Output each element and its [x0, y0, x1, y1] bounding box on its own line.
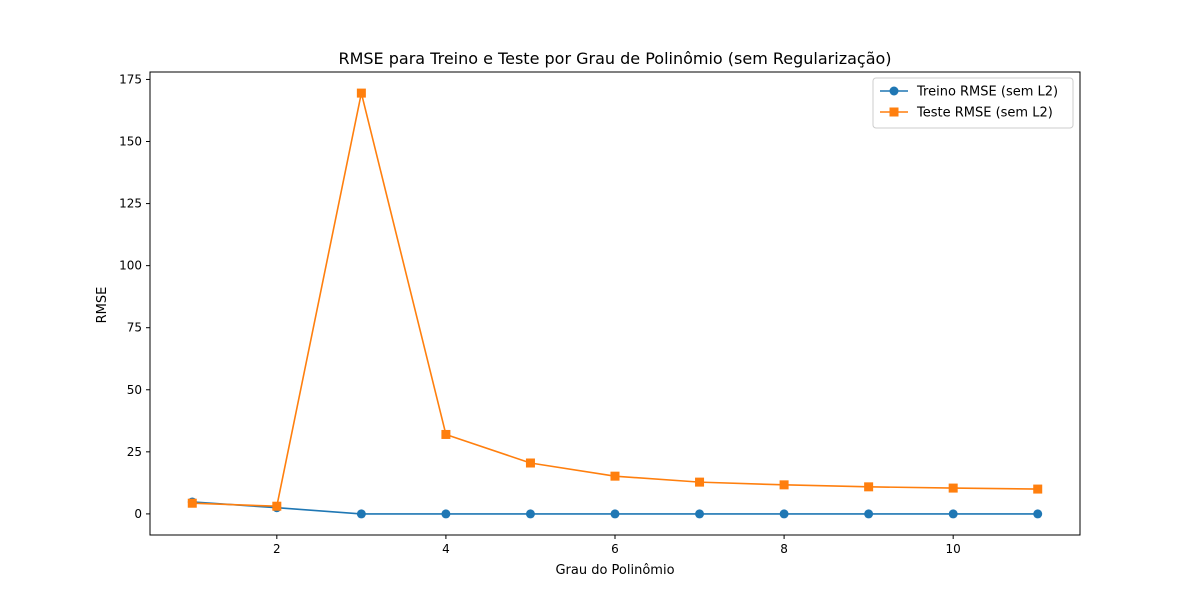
- data-point: [356, 509, 366, 519]
- x-axis: 2 4 6 8 10: [273, 535, 961, 556]
- data-point: [695, 509, 705, 519]
- data-point: [525, 458, 535, 468]
- y-tick-label: 175: [119, 72, 142, 86]
- x-tick-label: 6: [611, 542, 619, 556]
- y-tick-label: 125: [119, 197, 142, 211]
- data-point: [948, 509, 958, 519]
- data-point: [779, 509, 789, 519]
- y-tick-label: 150: [119, 135, 142, 149]
- data-point: [948, 483, 958, 493]
- legend-label: Treino RMSE (sem L2): [916, 85, 1058, 100]
- y-axis-label: RMSE: [95, 287, 110, 324]
- data-point: [695, 477, 705, 487]
- data-point: [441, 509, 451, 519]
- y-tick-label: 25: [127, 445, 142, 459]
- y-tick-label: 100: [119, 259, 142, 273]
- legend-marker: [889, 107, 899, 117]
- x-tick-label: 8: [780, 542, 788, 556]
- x-tick-label: 4: [442, 542, 450, 556]
- legend-label: Teste RMSE (sem L2): [916, 106, 1053, 121]
- data-point: [525, 509, 535, 519]
- y-tick-label: 75: [127, 321, 142, 335]
- plot-area: 2 4 6 8 10 0 25 50 75 100 125 150 175: [119, 71, 1081, 556]
- data-point: [441, 429, 451, 439]
- legend-box: [872, 77, 1074, 129]
- x-tick-label: 2: [273, 542, 281, 556]
- data-point: [187, 498, 197, 508]
- data-point: [610, 509, 620, 519]
- chart-title: RMSE para Treino e Teste por Grau de Pol…: [338, 49, 891, 68]
- legend-marker: [889, 86, 899, 96]
- data-point: [864, 482, 874, 492]
- series-layer: [187, 88, 1043, 519]
- data-point: [356, 88, 366, 98]
- data-point: [1033, 509, 1043, 519]
- data-point: [272, 501, 282, 511]
- data-point: [779, 480, 789, 490]
- x-tick-label: 10: [946, 542, 961, 556]
- y-tick-label: 50: [127, 383, 142, 397]
- legend: Treino RMSE (sem L2) Teste RMSE (sem L2): [872, 77, 1074, 129]
- data-point: [864, 509, 874, 519]
- y-axis: 0 25 50 75 100 125 150 175: [119, 72, 150, 521]
- data-point: [1033, 484, 1043, 494]
- data-point: [610, 471, 620, 481]
- x-axis-label: Grau do Polinômio: [555, 563, 674, 578]
- y-tick-label: 0: [134, 507, 142, 521]
